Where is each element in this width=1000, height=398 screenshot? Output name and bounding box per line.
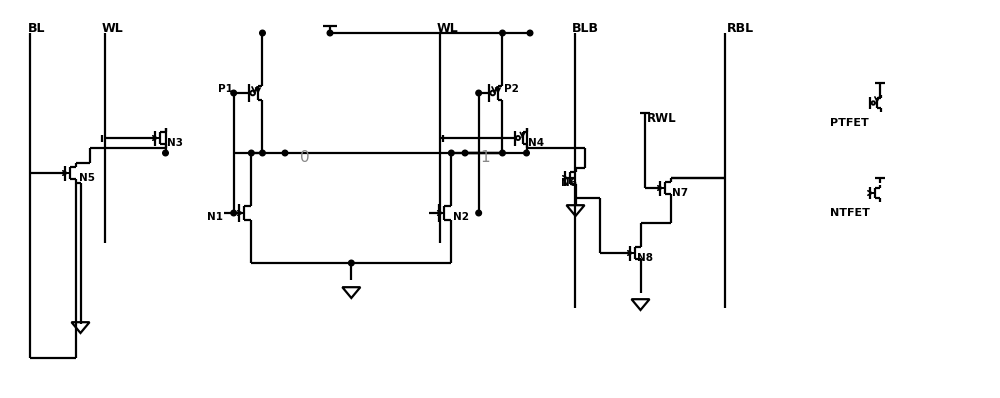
Circle shape xyxy=(260,30,265,36)
Text: 1: 1 xyxy=(480,150,490,166)
Text: N5: N5 xyxy=(78,173,94,183)
Circle shape xyxy=(500,150,505,156)
Text: RWL: RWL xyxy=(646,111,676,125)
Text: N7: N7 xyxy=(672,188,688,198)
Text: P1: P1 xyxy=(218,84,233,94)
Text: N1: N1 xyxy=(207,212,223,222)
Circle shape xyxy=(524,150,529,156)
Circle shape xyxy=(449,150,454,156)
Circle shape xyxy=(282,150,288,156)
Text: PTFET: PTFET xyxy=(830,118,869,128)
Circle shape xyxy=(527,30,533,36)
Text: N4: N4 xyxy=(528,138,544,148)
Circle shape xyxy=(231,90,236,96)
Circle shape xyxy=(476,210,481,216)
Text: 0: 0 xyxy=(300,150,310,166)
Circle shape xyxy=(462,150,468,156)
Text: N3: N3 xyxy=(167,138,183,148)
Text: BLB: BLB xyxy=(572,21,599,35)
Text: WL: WL xyxy=(437,21,459,35)
Text: P2: P2 xyxy=(504,84,519,94)
Circle shape xyxy=(327,30,333,36)
Text: N8: N8 xyxy=(637,253,653,263)
Circle shape xyxy=(349,260,354,266)
Circle shape xyxy=(260,150,265,156)
Text: N6: N6 xyxy=(560,178,576,188)
Circle shape xyxy=(163,150,168,156)
Circle shape xyxy=(476,90,481,96)
Circle shape xyxy=(500,30,505,36)
Text: WL: WL xyxy=(102,21,124,35)
Text: RBL: RBL xyxy=(727,21,754,35)
Text: BL: BL xyxy=(28,21,46,35)
Circle shape xyxy=(249,150,254,156)
Text: NTFET: NTFET xyxy=(830,208,870,218)
Text: N2: N2 xyxy=(453,212,469,222)
Circle shape xyxy=(231,210,236,216)
